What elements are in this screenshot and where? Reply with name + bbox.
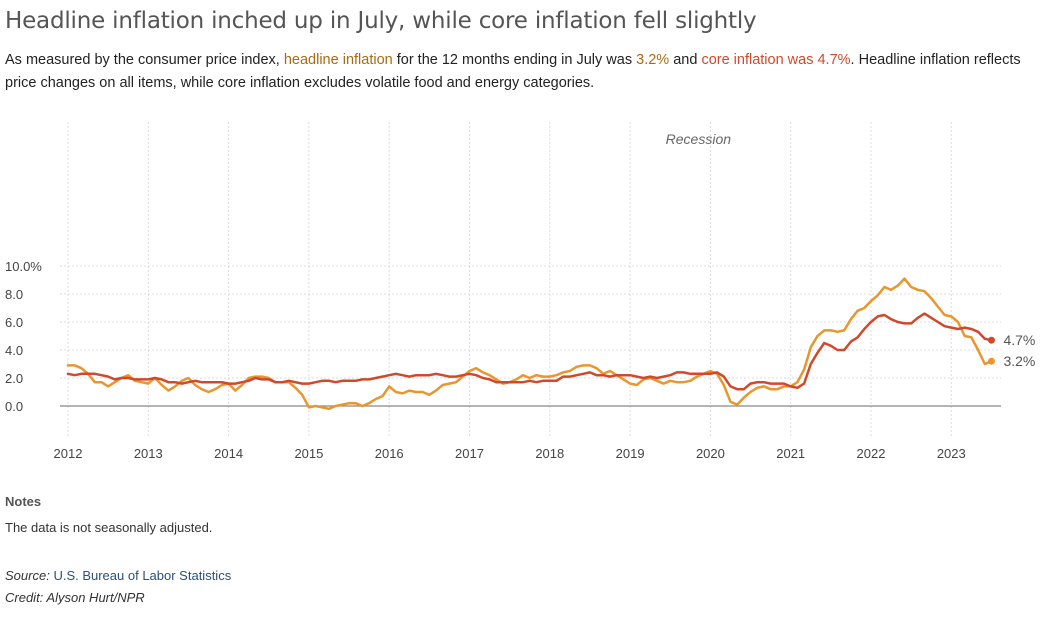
y-tick-label: 6.0	[5, 315, 23, 330]
chart-title: Headline inflation inched up in July, wh…	[5, 8, 757, 34]
headline-inflation-value: 3.2%	[636, 52, 670, 68]
notes-text: The data is not seasonally adjusted.	[5, 520, 213, 535]
x-tick-label: 2021	[776, 446, 805, 461]
subtitle-text: for the 12 months ending in July was	[392, 52, 637, 68]
recession-annotation: Recession	[666, 131, 732, 147]
chart-subtitle: As measured by the consumer price index,…	[5, 49, 1035, 95]
x-tick-label: 2017	[455, 446, 484, 461]
x-tick-label: 2012	[54, 446, 83, 461]
x-tick-label: 2022	[857, 446, 886, 461]
x-tick-label: 2020	[696, 446, 725, 461]
x-tick-label: 2018	[535, 446, 564, 461]
source-line: Source: U.S. Bureau of Labor Statistics	[5, 568, 231, 583]
headline-end-point	[987, 357, 995, 365]
series-layer	[66, 277, 995, 411]
notes-heading: Notes	[5, 494, 42, 509]
x-tick-label: 2023	[937, 446, 966, 461]
source-link[interactable]: U.S. Bureau of Labor Statistics	[53, 568, 232, 583]
y-tick-label: 8.0	[5, 287, 23, 302]
y-tick-label: 0.0	[5, 399, 23, 414]
subtitle-text: As measured by the consumer price index,	[5, 52, 284, 68]
core-inflation-phrase: core inflation was 4.7%	[701, 52, 851, 68]
headline-inflation-line	[66, 277, 993, 411]
headline-end-label: 3.2%	[1003, 353, 1035, 369]
headline-inflation-term: headline inflation	[283, 52, 393, 68]
axis-layer: 0.0 2.0 4.0 6.0 8.0 10.0% 2012 2013 2014 2015 2016…	[5, 259, 1001, 461]
core-end-label: 4.7%	[1003, 332, 1035, 348]
inflation-line-chart: 0.0 2.0 4.0 6.0 8.0 10.0% 2012 2013 2014 2015 2016…	[5, 122, 1036, 461]
core-inflation-line	[66, 312, 993, 391]
y-tick-label: 10.0%	[5, 259, 42, 274]
x-tick-label: 2016	[375, 446, 404, 461]
label-layer: Recession 3.2% 4.7%	[666, 131, 1036, 369]
core-end-point	[987, 336, 995, 344]
x-tick-label: 2015	[294, 446, 323, 461]
source-label: Source:	[5, 568, 50, 583]
subtitle-text: . Headline inflation reflects price chan…	[5, 52, 1021, 91]
subtitle-text: and	[669, 52, 702, 68]
x-tick-label: 2013	[134, 446, 163, 461]
y-tick-label: 4.0	[5, 343, 23, 358]
y-tick-label: 2.0	[5, 371, 23, 386]
x-tick-label: 2019	[616, 446, 645, 461]
x-tick-label: 2014	[214, 446, 243, 461]
credit-line: Credit: Alyson Hurt/NPR	[5, 590, 145, 605]
